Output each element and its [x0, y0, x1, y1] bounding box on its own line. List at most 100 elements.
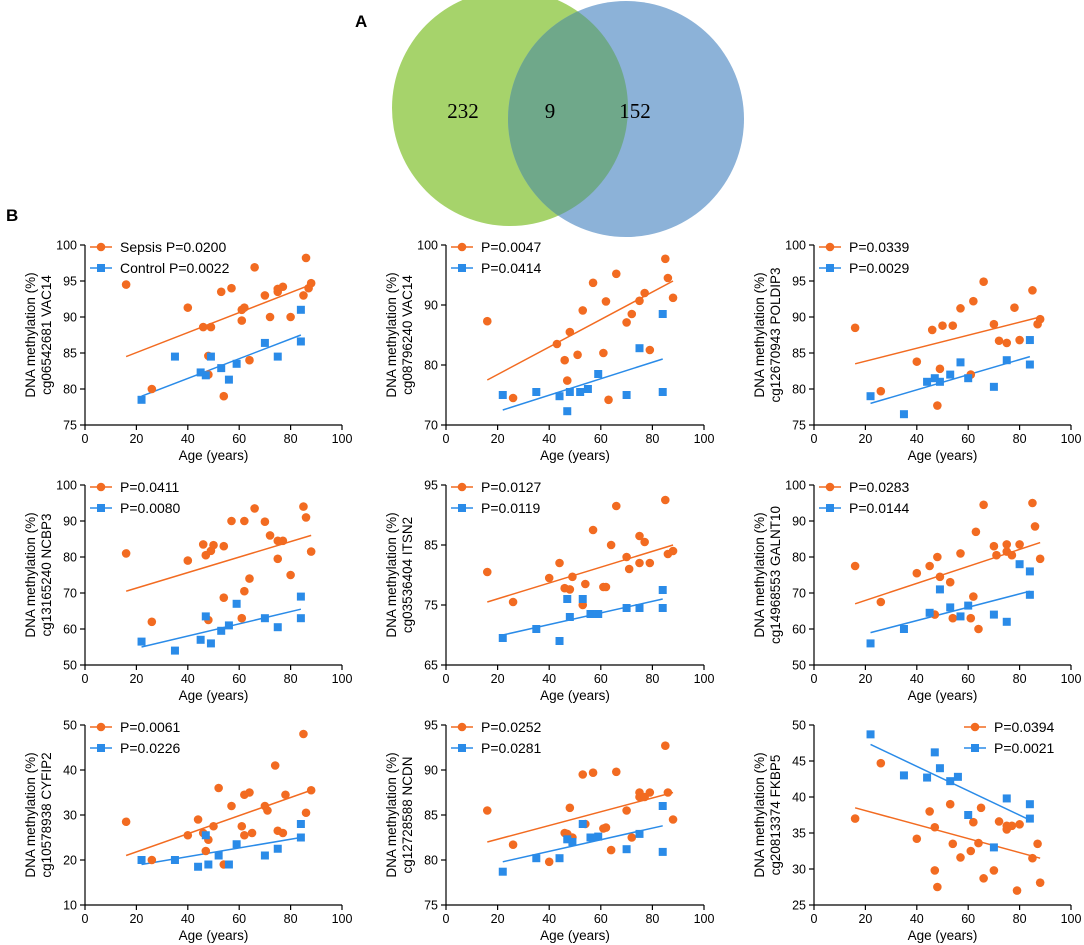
x-tick-label: 20 [491, 672, 505, 686]
y-axis-probe-label: cg13165240 NCBP3 [39, 513, 54, 636]
data-point-control [1025, 336, 1034, 345]
data-point-sepsis [663, 273, 673, 283]
x-tick-label: 80 [645, 912, 659, 926]
data-point-control [137, 637, 146, 646]
x-tick-label: 60 [594, 432, 608, 446]
y-tick-label: 100 [56, 239, 77, 253]
data-point-sepsis [661, 741, 670, 750]
data-point-sepsis [560, 355, 569, 365]
data-point-sepsis [245, 355, 254, 365]
data-point-sepsis [278, 536, 288, 546]
data-point-control [989, 843, 998, 852]
y-tick-label: 45 [792, 755, 806, 769]
legend-marker-circle [96, 482, 106, 492]
data-point-control [635, 829, 644, 838]
data-point-sepsis [1035, 878, 1045, 887]
data-point-sepsis [482, 567, 492, 577]
data-point-sepsis [992, 550, 1001, 560]
legend-label: P=0.0029 [849, 260, 910, 276]
x-tick-label: 40 [542, 672, 556, 686]
data-point-sepsis [876, 386, 886, 396]
data-point-sepsis [627, 833, 637, 842]
data-point-sepsis [219, 391, 229, 401]
x-tick-label: 60 [232, 432, 246, 446]
data-point-sepsis [601, 582, 611, 592]
data-point-control [224, 621, 233, 630]
data-point-sepsis [668, 815, 678, 824]
data-point-sepsis [938, 321, 947, 330]
data-point-sepsis [565, 327, 575, 337]
data-point-control [935, 377, 944, 386]
data-point-sepsis [273, 554, 283, 564]
legend-marker-circle [457, 482, 467, 492]
data-point-sepsis [969, 817, 978, 827]
data-point-sepsis [645, 345, 655, 355]
legend-label: P=0.0411 [120, 479, 180, 495]
legend-marker-circle [825, 242, 835, 252]
data-point-control [196, 635, 205, 644]
data-point-sepsis [581, 579, 590, 589]
data-point-sepsis [1007, 821, 1017, 831]
data-point-control [658, 847, 667, 856]
data-point-control [576, 388, 585, 396]
x-tick-label: 60 [232, 672, 246, 686]
data-point-sepsis [956, 549, 965, 558]
x-tick-label: 100 [694, 672, 715, 686]
x-tick-label: 20 [858, 432, 872, 446]
data-point-sepsis [573, 350, 582, 360]
data-point-sepsis [1012, 886, 1022, 895]
x-axis-title: Age (years) [179, 448, 249, 463]
y-tick-label: 75 [792, 419, 806, 433]
data-point-sepsis [219, 541, 229, 551]
data-point-sepsis [121, 817, 131, 827]
data-point-sepsis [278, 828, 288, 838]
x-tick-label: 60 [961, 912, 975, 926]
x-axis-title: Age (years) [908, 448, 978, 463]
x-axis-title: Age (years) [179, 928, 249, 943]
legend-marker-circle [457, 242, 467, 252]
data-point-control [260, 851, 269, 860]
data-point-control [635, 344, 644, 353]
data-point-control [1002, 794, 1011, 803]
data-point-sepsis [306, 785, 316, 795]
legend-entry-control: P=0.0414 [451, 260, 542, 276]
y-tick-label: 40 [792, 791, 806, 805]
data-point-sepsis [237, 613, 247, 623]
panel-label-a: A [355, 12, 367, 31]
legend-label: P=0.0252 [481, 719, 542, 735]
data-point-control [658, 802, 667, 810]
legend-marker-square [458, 744, 466, 752]
data-point-control [498, 391, 507, 399]
legend-marker-square [458, 264, 466, 272]
x-tick-label: 40 [542, 912, 556, 926]
y-tick-label: 25 [792, 899, 806, 913]
y-tick-label: 70 [792, 587, 806, 601]
data-point-sepsis [565, 585, 575, 594]
data-point-control [1025, 800, 1034, 809]
data-point-control [583, 385, 592, 393]
x-tick-label: 40 [910, 672, 924, 686]
data-point-sepsis [578, 306, 588, 315]
y-tick-label: 75 [424, 899, 438, 913]
data-point-sepsis [198, 322, 208, 332]
x-tick-label: 0 [811, 432, 818, 446]
data-point-control [532, 625, 541, 633]
data-point-sepsis [227, 801, 236, 811]
x-axis-title: Age (years) [540, 688, 610, 703]
data-point-sepsis [925, 561, 934, 571]
y-axis-title: DNA methylation (%) [23, 752, 38, 877]
panel-label-b: B [6, 206, 18, 225]
legend-entry-sepsis: P=0.0411 [90, 479, 180, 495]
data-point-sepsis [245, 574, 254, 583]
data-point-sepsis [912, 357, 922, 366]
data-point-control [232, 599, 241, 608]
x-tick-label: 100 [694, 432, 715, 446]
data-point-control [1025, 814, 1034, 823]
venn-left-count: 232 [447, 99, 479, 123]
scatter-plot-4: 0 20 40 60 80 100 50 60 70 80 90 100 Age (years) DNA … [23, 479, 352, 704]
y-tick-label: 90 [63, 515, 77, 529]
data-point-control [224, 375, 233, 384]
data-point-sepsis [301, 513, 311, 522]
data-point-sepsis [611, 767, 621, 777]
x-tick-label: 20 [129, 912, 143, 926]
